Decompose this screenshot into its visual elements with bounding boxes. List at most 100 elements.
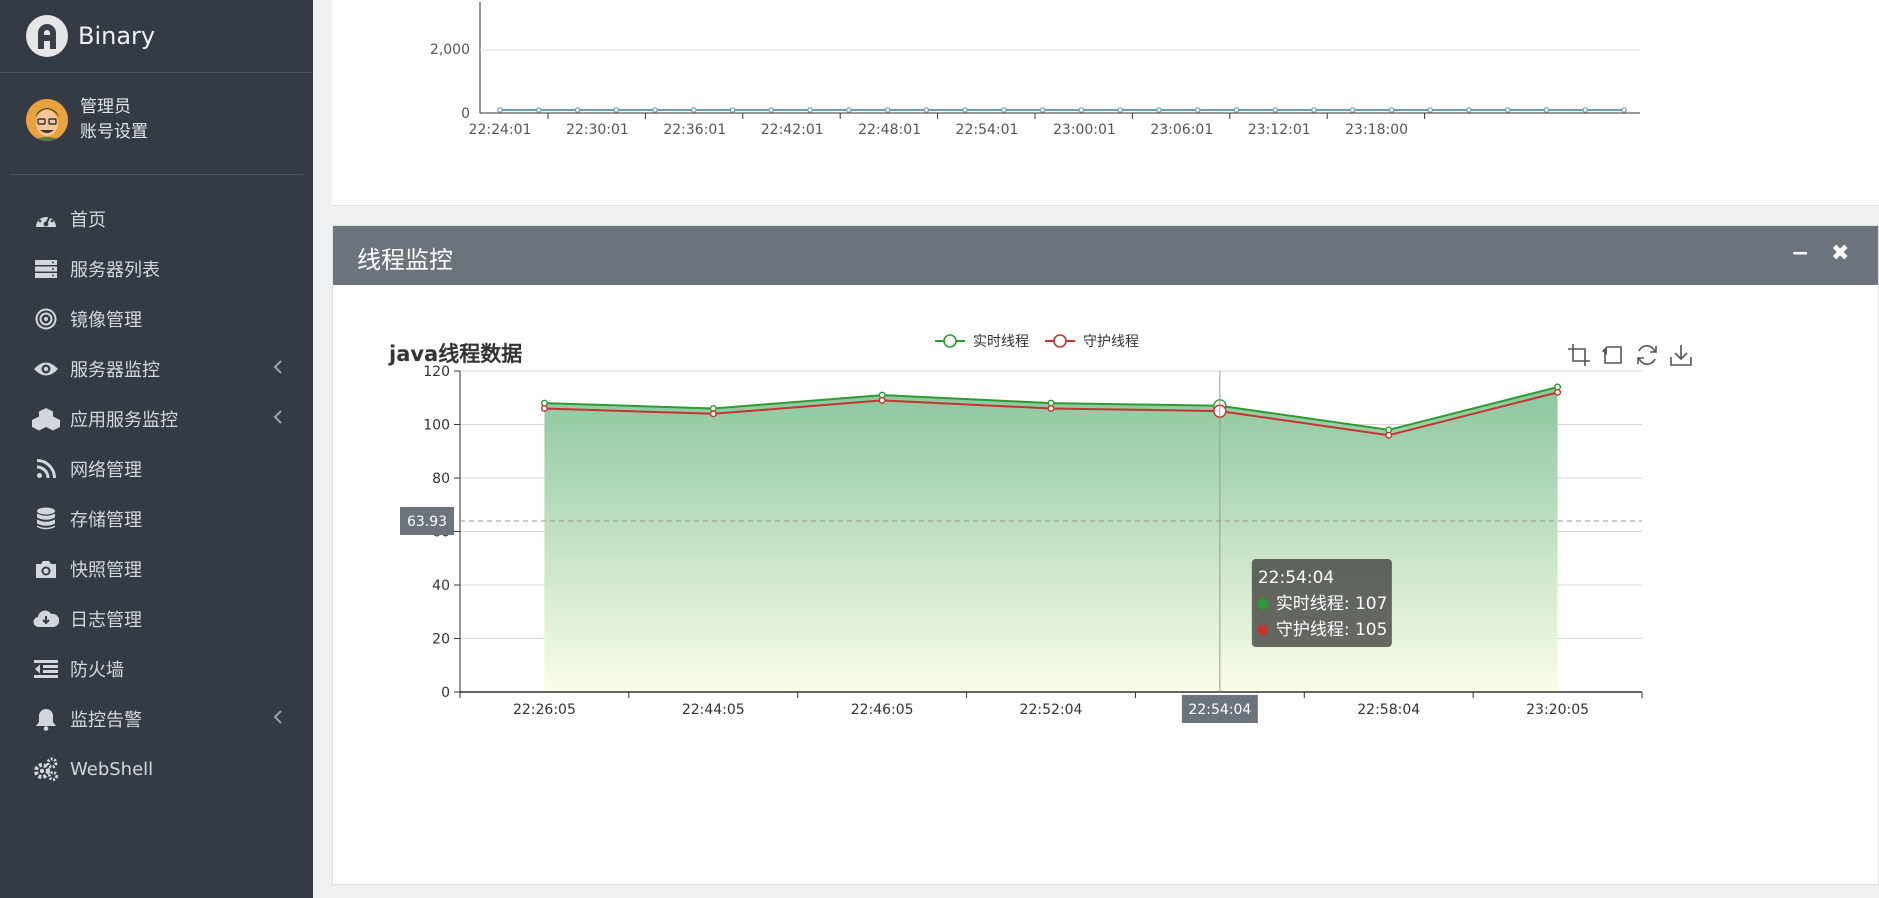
sidebar-item-label: 快照管理 <box>70 560 142 581</box>
data-point <box>1047 404 1055 412</box>
y-tick-label: 80 <box>432 471 450 487</box>
x-tick-label: 22:58:04 <box>1357 702 1420 718</box>
x-tick-label: 22:48:01 <box>858 122 921 138</box>
chart-title: java线程数据 <box>389 342 523 366</box>
memory-point <box>1582 107 1589 113</box>
y-tick-label: 120 <box>423 364 450 380</box>
account-settings-link[interactable]: 账号设置 <box>80 122 148 142</box>
target-icon <box>32 307 60 331</box>
x-tick-label: 23:06:01 <box>1150 122 1213 138</box>
chevron-left-icon <box>273 359 283 380</box>
cursor-y-label: 63.93 <box>407 514 447 530</box>
memory-chart-panel: 2,000 0 22:24:01 22:30:01 22:36:01 22:42:01… <box>332 0 1879 206</box>
x-tick-label: 22:30:01 <box>566 122 629 138</box>
y-tick-label: 40 <box>432 578 450 594</box>
legend-label: 守护线程 <box>1083 334 1139 350</box>
sidebar-item-label: 服务器列表 <box>70 260 160 281</box>
x-tick-label: 22:44:05 <box>682 702 745 718</box>
brand[interactable]: Binary <box>26 14 155 58</box>
memory-point <box>1466 107 1472 113</box>
sidebar-item-label: WebShell <box>70 758 154 780</box>
server-list-icon <box>32 257 60 281</box>
sidebar-item-logs[interactable]: 日志管理 <box>0 594 313 644</box>
download-icon[interactable] <box>1669 343 1693 367</box>
sidebar-item-network[interactable]: 网络管理 <box>0 444 313 494</box>
tooltip-title: 22:54:04 <box>1258 568 1334 588</box>
memory-point <box>1156 107 1162 113</box>
memory-point <box>1504 107 1511 113</box>
sidebar-item-firewall[interactable]: 防火墙 <box>0 644 313 694</box>
sidebar-item-home[interactable]: 首页 <box>0 194 313 244</box>
x-tick-label: 22:26:05 <box>513 702 576 718</box>
sidebar-item-snapshots[interactable]: 快照管理 <box>0 544 313 594</box>
data-point <box>1385 431 1393 439</box>
sidebar-item-label: 监控告警 <box>70 710 142 731</box>
x-tick-label: 22:54:01 <box>956 122 1019 138</box>
sidebar-item-label: 应用服务监控 <box>70 410 178 431</box>
sidebar-item-alerts[interactable]: 监控告警 <box>0 694 313 744</box>
memory-point <box>1117 107 1123 113</box>
brand-name: Binary <box>78 22 156 50</box>
sidebar-item-webshell[interactable]: WebShell <box>0 744 313 794</box>
sidebar-item-label: 网络管理 <box>70 460 142 481</box>
memory-point <box>1311 107 1317 113</box>
sidebar-item-label: 防火墙 <box>70 660 124 681</box>
sidebar-item-storage[interactable]: 存储管理 <box>0 494 313 544</box>
close-button[interactable]: ✖ <box>1831 241 1850 266</box>
sidebar-item-label: 日志管理 <box>70 610 142 631</box>
sidebar-item-label: 服务器监控 <box>70 360 160 381</box>
tooltip-row: 守护线程: 105 <box>1276 620 1388 640</box>
database-icon <box>32 507 60 531</box>
memory-point <box>1233 107 1240 113</box>
x-tick-label: 22:24:01 <box>469 122 532 138</box>
memory-point <box>1543 107 1550 113</box>
memory-chart: 2,000 0 22:24:01 22:30:01 22:36:01 22:42:01… <box>430 2 1640 138</box>
cursor-y-label-bg <box>400 506 454 535</box>
memory-point <box>690 107 697 113</box>
y-tick-label: 2,000 <box>430 42 470 58</box>
zoom-reset-icon[interactable] <box>1601 343 1625 367</box>
minimize-button[interactable]: − <box>1791 241 1810 266</box>
panel-header: 线程监控 − ✖ <box>333 226 1878 285</box>
thread-chart: 实时线程 守护线程 020406080100120 22:26:0522:44:… <box>400 334 1643 723</box>
x-tick-label: 23:20:05 <box>1526 702 1589 718</box>
legend-item-daemon[interactable]: 守护线程 <box>1045 334 1139 350</box>
memory-point <box>923 107 930 113</box>
area-fill <box>544 387 1558 692</box>
brand-logo-icon <box>26 15 68 57</box>
memory-point <box>1078 107 1085 113</box>
memory-point <box>1272 107 1278 113</box>
data-point <box>878 396 886 404</box>
zoom-area-icon[interactable] <box>1567 343 1591 367</box>
memory-point <box>884 107 891 113</box>
divider <box>0 72 313 73</box>
legend-item-realtime[interactable]: 实时线程 <box>935 334 1029 350</box>
y-tick-label: 0 <box>441 685 450 701</box>
x-tick-label: 22:36:01 <box>663 122 726 138</box>
x-tick-label: 23:00:01 <box>1053 122 1116 138</box>
sidebar-item-server-list[interactable]: 服务器列表 <box>0 244 313 294</box>
x-tick-label: 22:46:05 <box>851 702 914 718</box>
tooltip-box <box>1251 559 1392 647</box>
panel-title: 线程监控 <box>357 246 453 274</box>
y-tick-label: 100 <box>423 418 450 434</box>
sidebar-item-images[interactable]: 镜像管理 <box>0 294 313 344</box>
avatar[interactable] <box>26 99 68 141</box>
tooltip-row: 实时线程: 107 <box>1276 594 1388 614</box>
memory-point <box>807 107 813 113</box>
eye-icon <box>32 357 60 381</box>
legend-label: 实时线程 <box>973 334 1029 350</box>
refresh-icon[interactable] <box>1635 343 1659 367</box>
sidebar-item-app-monitor[interactable]: 应用服务监控 <box>0 394 313 444</box>
outdent-icon <box>32 657 60 681</box>
chevron-left-icon <box>273 709 283 730</box>
cubes-icon <box>32 407 60 431</box>
chart-toolbox <box>1567 343 1693 367</box>
memory-point <box>1349 107 1356 113</box>
x-tick-label: 23:12:01 <box>1248 122 1311 138</box>
sidebar-item-server-monitor[interactable]: 服务器监控 <box>0 344 313 394</box>
user-profile: 管理员 账号设置 <box>26 95 148 145</box>
memory-point <box>535 107 542 113</box>
data-point <box>540 404 548 412</box>
memory-point <box>574 107 581 113</box>
